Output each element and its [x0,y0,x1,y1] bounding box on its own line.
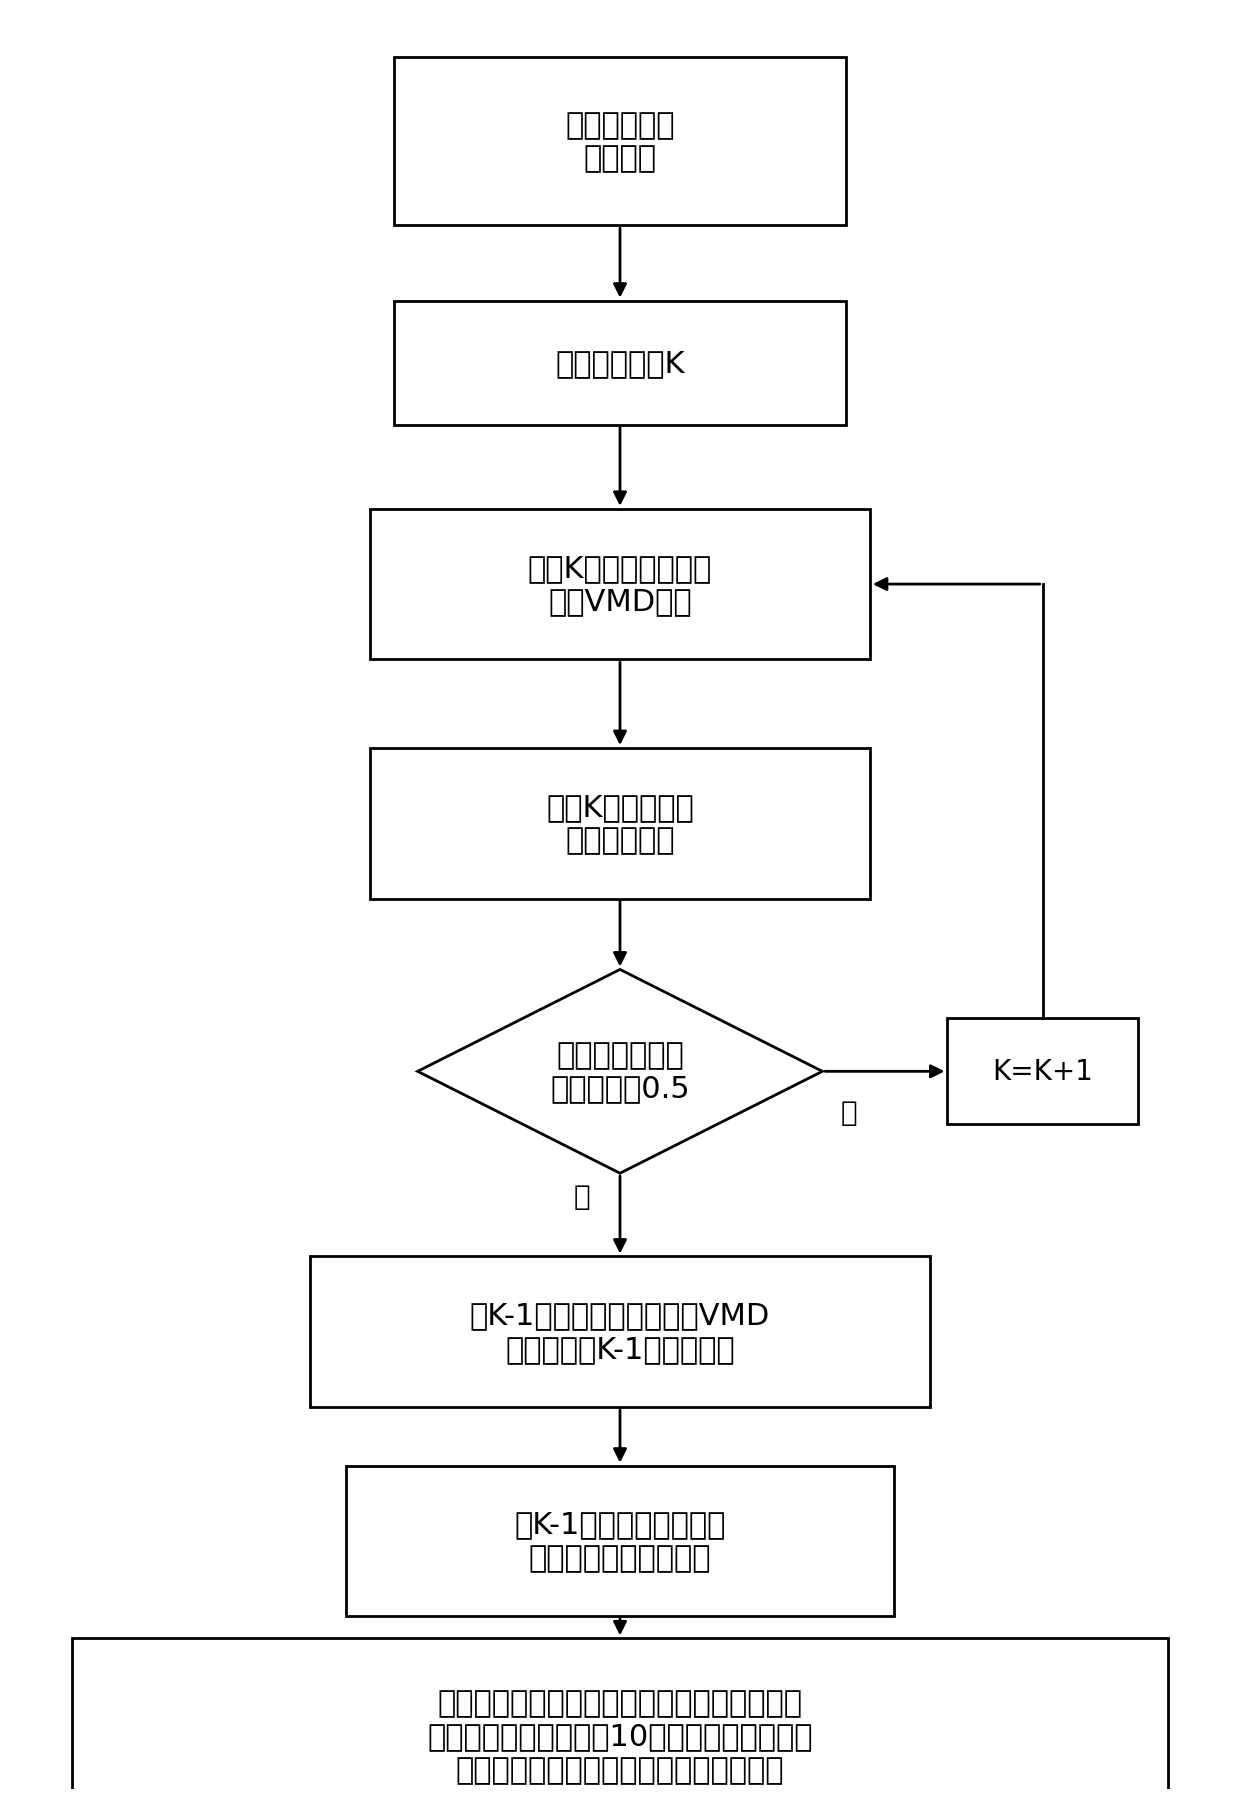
Text: 求K-1个模态分量的峭度
作为分接开关的特征量: 求K-1个模态分量的峭度 作为分接开关的特征量 [515,1509,725,1572]
Text: 初始化模态数K: 初始化模态数K [556,349,684,378]
FancyBboxPatch shape [310,1258,930,1408]
Text: 计算分接开关的特征量与标准正常特征量之间
的距离，若该距离大于10，则说明分接开关处
于故障状态，否则分接开关处于正常状态: 计算分接开关的特征量与标准正常特征量之间 的距离，若该距离大于10，则说明分接开… [428,1688,812,1784]
Text: 则K-1即为所需模态数，经VMD
分解后得到K-1个模态分量: 则K-1即为所需模态数，经VMD 分解后得到K-1个模态分量 [470,1301,770,1362]
Polygon shape [418,970,822,1173]
Text: 采集分接开关
振动信号: 采集分接开关 振动信号 [565,110,675,173]
Text: 否: 否 [841,1099,857,1126]
FancyBboxPatch shape [346,1465,894,1615]
FancyBboxPatch shape [370,748,870,900]
FancyBboxPatch shape [370,510,870,660]
Text: 计算K个模态分量
间的相关系数: 计算K个模态分量 间的相关系数 [546,793,694,855]
Text: 是: 是 [574,1182,590,1211]
FancyBboxPatch shape [394,302,846,425]
FancyBboxPatch shape [394,58,846,226]
Text: 判断最大相关系
数是否大于0.5: 判断最大相关系 数是否大于0.5 [551,1041,689,1102]
Text: 基于K对分接开关信号
进行VMD分解: 基于K对分接开关信号 进行VMD分解 [528,553,712,616]
Text: K=K+1: K=K+1 [992,1057,1092,1086]
FancyBboxPatch shape [947,1019,1138,1124]
FancyBboxPatch shape [72,1639,1168,1807]
